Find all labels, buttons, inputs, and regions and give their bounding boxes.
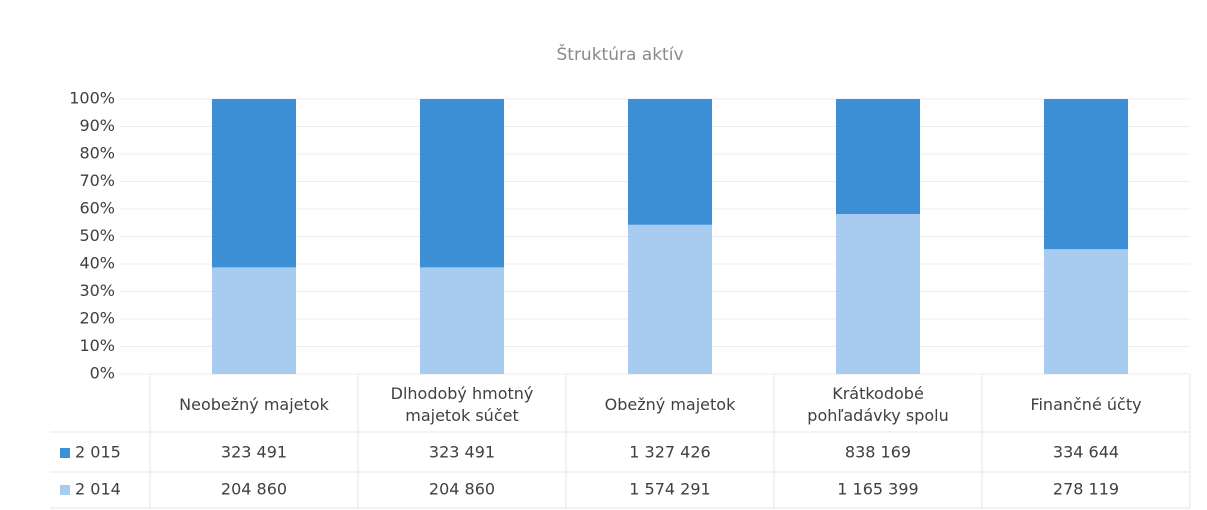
y-tick-label: 40%: [79, 254, 115, 273]
table-value: 323 491: [221, 443, 287, 462]
y-tick-label: 50%: [79, 226, 115, 245]
y-tick-label: 90%: [79, 116, 115, 135]
bar-segment: [420, 267, 504, 374]
bar-segment: [420, 99, 504, 268]
x-tick-label: Finančné účty: [1030, 395, 1142, 414]
bar-segment: [628, 224, 712, 374]
y-tick-label: 70%: [79, 171, 115, 190]
table-value: 204 860: [429, 480, 495, 499]
y-tick-label: 30%: [79, 281, 115, 300]
bar-segment: [1044, 99, 1128, 250]
x-tick-label: Dlhodobý hmotný majetok súčet: [390, 384, 534, 425]
y-tick-label: 100%: [69, 89, 115, 108]
y-tick-label: 10%: [79, 336, 115, 355]
legend-swatch: [60, 448, 70, 458]
legend-swatch: [60, 485, 70, 495]
x-tick-label: Neobežný majetok: [179, 395, 329, 414]
bar-segment: [836, 99, 920, 215]
bar-segment: [1044, 249, 1128, 374]
bar-segment: [836, 214, 920, 374]
table-value: 334 644: [1053, 443, 1119, 462]
table-value: 1 165 399: [837, 480, 918, 499]
table-value: 1 574 291: [629, 480, 710, 499]
y-tick-label: 80%: [79, 144, 115, 163]
bar-segment: [212, 99, 296, 268]
x-tick-label: Obežný majetok: [604, 395, 736, 414]
table-value: 323 491: [429, 443, 495, 462]
bar-segment: [628, 99, 712, 225]
table-value: 838 169: [845, 443, 911, 462]
y-tick-label: 0%: [90, 364, 115, 383]
y-tick-label: 20%: [79, 309, 115, 328]
legend-label: 2 014: [75, 480, 121, 499]
y-tick-label: 60%: [79, 199, 115, 218]
chart-title: Štruktúra aktív: [556, 43, 683, 65]
x-tick-label: Krátkodobé pohľadávky spolu: [807, 384, 949, 425]
table-value: 1 327 426: [629, 443, 710, 462]
bar-segment: [212, 267, 296, 374]
table-value: 278 119: [1053, 480, 1119, 499]
legend-label: 2 015: [75, 443, 121, 462]
table-value: 204 860: [221, 480, 287, 499]
